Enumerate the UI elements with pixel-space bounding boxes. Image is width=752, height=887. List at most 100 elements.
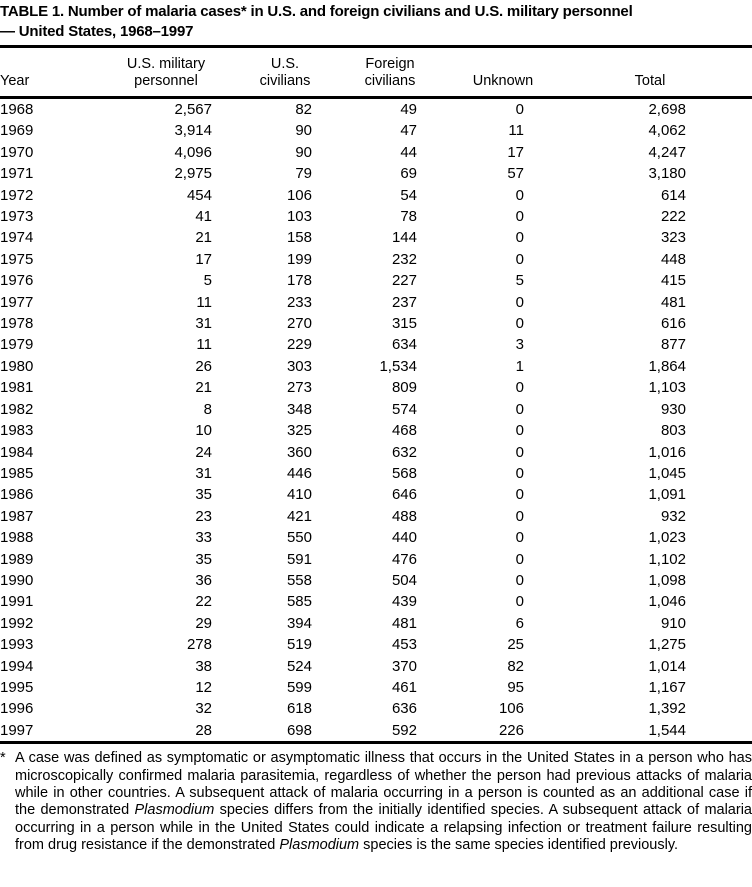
cell-us-military-personnel: 41 xyxy=(195,208,212,226)
cell-total: 1,046 xyxy=(648,593,686,611)
cell-foreign-civilians: 636 xyxy=(391,700,417,718)
cell-us-civilians: 90 xyxy=(295,122,312,140)
cell-us-civilians: 519 xyxy=(286,636,312,654)
cell-foreign-civilians: 44 xyxy=(400,143,417,161)
species-name-italic: Plasmodium xyxy=(134,802,215,819)
table-row: 1995 12 599 461 95 1,167 xyxy=(0,677,752,698)
cell-year: 1997 xyxy=(0,721,34,739)
cell-total: 1,091 xyxy=(648,486,686,504)
cell-us-civilians: 273 xyxy=(286,379,312,397)
cell-year: 1970 xyxy=(0,143,34,161)
footnote-segment: species differs from the initially ident… xyxy=(15,802,752,854)
cell-foreign-civilians: 646 xyxy=(391,486,417,504)
cell-year: 1980 xyxy=(0,357,34,375)
cell-year: 1972 xyxy=(0,186,34,204)
cell-us-civilians: 394 xyxy=(286,614,312,632)
cell-total: 930 xyxy=(660,400,686,418)
cell-us-military-personnel: 4,096 xyxy=(174,143,212,161)
cell-total: 1,045 xyxy=(648,464,686,482)
cell-us-military-personnel: 21 xyxy=(195,229,212,247)
column-header-unknown: Unknown xyxy=(422,48,536,99)
cell-us-civilians: 79 xyxy=(295,165,312,183)
cell-foreign-civilians: 504 xyxy=(391,571,417,589)
cell-total: 614 xyxy=(660,186,686,204)
table-row: 1993 278 519 453 25 1,275 xyxy=(0,634,752,655)
cell-total: 222 xyxy=(660,208,686,226)
cell-unknown: 0 xyxy=(515,229,524,247)
cell-foreign-civilians: 69 xyxy=(400,165,417,183)
cell-foreign-civilians: 440 xyxy=(391,529,417,547)
cell-year: 1975 xyxy=(0,250,34,268)
table-row: 1990 36 558 504 0 1,098 xyxy=(0,570,752,591)
cell-foreign-civilians: 568 xyxy=(391,464,417,482)
cell-unknown: 6 xyxy=(515,614,524,632)
cell-us-military-personnel: 38 xyxy=(195,657,212,675)
cell-foreign-civilians: 809 xyxy=(391,379,417,397)
cell-year: 1974 xyxy=(0,229,34,247)
cell-unknown: 0 xyxy=(515,529,524,547)
cell-us-military-personnel: 454 xyxy=(186,186,212,204)
table-row: 1987 23 421 488 0 932 xyxy=(0,506,752,527)
table-row: 1970 4,096 90 44 17 4,247 xyxy=(0,142,752,163)
cell-us-military-personnel: 31 xyxy=(195,464,212,482)
cell-total: 1,167 xyxy=(648,678,686,696)
cell-us-civilians: 158 xyxy=(286,229,312,247)
column-header-foreign-civilians: Foreign civilians xyxy=(316,48,422,99)
cell-us-military-personnel: 278 xyxy=(186,636,212,654)
table-row: 1978 31 270 315 0 616 xyxy=(0,313,752,334)
cell-year: 1971 xyxy=(0,165,34,183)
cell-unknown: 25 xyxy=(507,636,524,654)
cell-year: 1978 xyxy=(0,315,34,333)
cell-unknown: 3 xyxy=(515,336,524,354)
cell-us-military-personnel: 22 xyxy=(195,593,212,611)
cell-us-civilians: 591 xyxy=(286,550,312,568)
cell-unknown: 0 xyxy=(515,379,524,397)
cell-foreign-civilians: 54 xyxy=(400,186,417,204)
cell-us-military-personnel: 24 xyxy=(195,443,212,461)
cell-year: 1993 xyxy=(0,636,34,654)
cell-us-military-personnel: 21 xyxy=(195,379,212,397)
table-row: 1980 26 303 1,534 1 1,864 xyxy=(0,356,752,377)
cell-us-civilians: 325 xyxy=(286,422,312,440)
footnote-text: A case was defined as symptomatic or asy… xyxy=(15,750,752,853)
cell-unknown: 0 xyxy=(515,315,524,333)
header-row: Year U.S. military personnel U.S. civili… xyxy=(0,48,752,99)
cell-us-military-personnel: 35 xyxy=(195,550,212,568)
cell-foreign-civilians: 488 xyxy=(391,507,417,525)
table-row: 1968 2,567 82 49 0 2,698 xyxy=(0,98,752,121)
cell-year: 1994 xyxy=(0,657,34,675)
cell-total: 932 xyxy=(660,507,686,525)
cell-us-civilians: 599 xyxy=(286,678,312,696)
table-row: 1997 28 698 592 226 1,544 xyxy=(0,720,752,743)
table-row: 1994 38 524 370 82 1,014 xyxy=(0,656,752,677)
cell-year: 1984 xyxy=(0,443,34,461)
cell-us-civilians: 303 xyxy=(286,357,312,375)
cell-unknown: 17 xyxy=(507,143,524,161)
table-row: 1983 10 325 468 0 803 xyxy=(0,420,752,441)
cell-us-civilians: 558 xyxy=(286,571,312,589)
cell-us-civilians: 233 xyxy=(286,293,312,311)
cell-unknown: 106 xyxy=(498,700,524,718)
cell-us-civilians: 82 xyxy=(295,101,312,118)
cell-total: 2,698 xyxy=(648,101,686,118)
cell-total: 910 xyxy=(660,614,686,632)
cell-year: 1991 xyxy=(0,593,34,611)
cell-year: 1987 xyxy=(0,507,34,525)
cell-foreign-civilians: 1,534 xyxy=(379,357,417,375)
table-row: 1988 33 550 440 0 1,023 xyxy=(0,527,752,548)
cell-us-military-personnel: 2,567 xyxy=(174,101,212,118)
table-row: 1971 2,975 79 69 57 3,180 xyxy=(0,163,752,184)
table-row: 1977 11 233 237 0 481 xyxy=(0,292,752,313)
title-divider-rule xyxy=(0,45,752,48)
cell-year: 1977 xyxy=(0,293,34,311)
cell-us-military-personnel: 12 xyxy=(195,678,212,696)
cell-us-civilians: 698 xyxy=(286,721,312,739)
cell-year: 1985 xyxy=(0,464,34,482)
table-row: 1976 5 178 227 5 415 xyxy=(0,270,752,291)
cell-us-military-personnel: 23 xyxy=(195,507,212,525)
table-row: 1974 21 158 144 0 323 xyxy=(0,227,752,248)
cell-foreign-civilians: 227 xyxy=(391,272,417,290)
cell-total: 323 xyxy=(660,229,686,247)
cell-unknown: 0 xyxy=(515,550,524,568)
cell-total: 448 xyxy=(660,250,686,268)
